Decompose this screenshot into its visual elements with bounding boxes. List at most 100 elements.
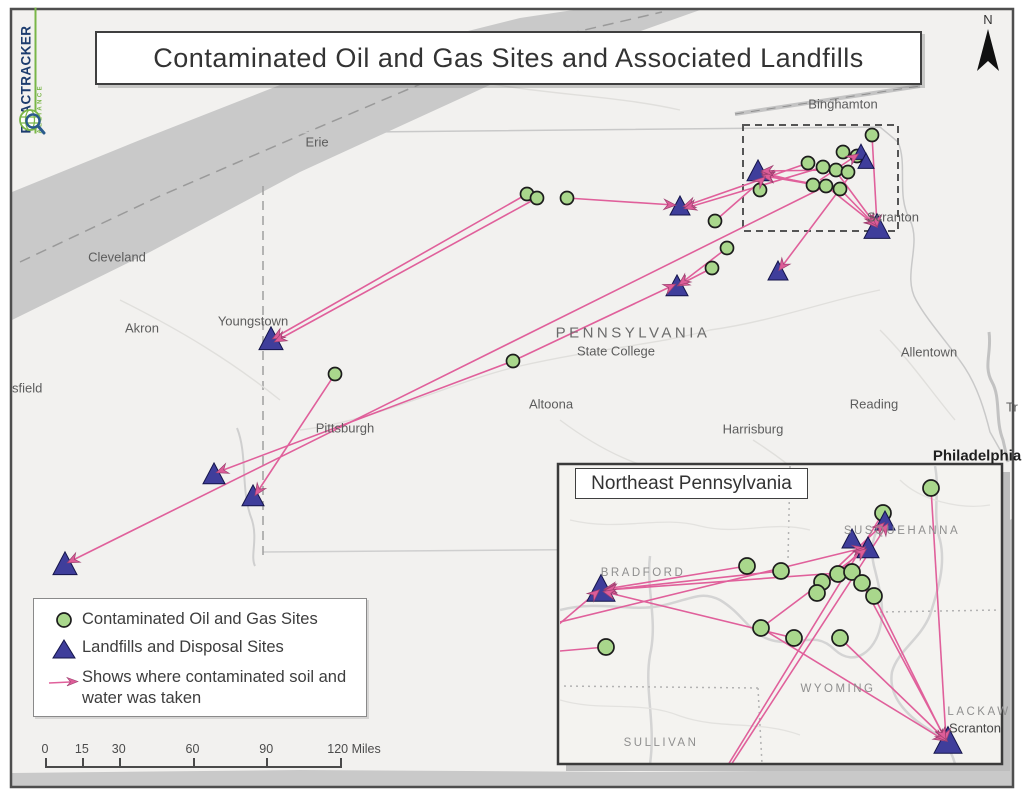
oil-gas-site-marker xyxy=(772,562,790,580)
inset-extent-rectangle xyxy=(742,124,899,232)
pa-east-border xyxy=(897,141,1004,456)
oil-gas-site-marker xyxy=(815,159,831,175)
oil-gas-site-marker xyxy=(831,629,849,647)
oil-gas-site-marker xyxy=(864,127,880,143)
landfill-marker xyxy=(241,483,265,507)
flow-line xyxy=(871,134,878,226)
flow-line xyxy=(255,373,336,495)
pa-north-border xyxy=(262,126,899,143)
landfill-legend-icon xyxy=(46,637,82,660)
landfill-marker xyxy=(841,527,863,549)
flow-line xyxy=(273,193,528,339)
flow-line xyxy=(760,627,945,741)
flow-arrowhead xyxy=(585,589,601,603)
oil-gas-site-marker xyxy=(529,190,545,206)
flow-arrowhead xyxy=(870,522,886,537)
flow-arrowhead xyxy=(934,725,947,741)
flow-line xyxy=(861,582,946,739)
flow-line xyxy=(217,360,514,473)
map-title: Contaminated Oil and Gas Sites and Assoc… xyxy=(153,42,864,73)
legend-label-flow: Shows where contaminated soil and water … xyxy=(82,668,347,707)
flow-line xyxy=(566,197,675,206)
flow-line xyxy=(679,247,728,285)
flow-line xyxy=(728,512,884,763)
flow-line xyxy=(605,570,782,591)
map-title-box: Contaminated Oil and Gas Sites and Assoc… xyxy=(95,31,922,85)
flow-line xyxy=(605,565,748,590)
flow-arrowhead xyxy=(661,283,677,296)
flow-arrowhead xyxy=(273,330,289,343)
inset-roads xyxy=(560,479,991,736)
flow-line xyxy=(68,185,827,563)
oil-gas-site-marker xyxy=(707,213,723,229)
flow-line xyxy=(606,571,853,591)
oil-gas-site-marker xyxy=(853,574,871,592)
oil-gas-site-marker xyxy=(835,144,851,160)
oil-gas-site-marker xyxy=(805,177,821,193)
north-label: N xyxy=(983,12,993,27)
oil-gas-site-marker xyxy=(505,353,521,369)
landfill-marker xyxy=(52,550,78,576)
oil-gas-site-marker xyxy=(800,155,816,171)
inset-border xyxy=(556,462,1004,766)
legend-row-sites: Contaminated Oil and Gas Sites xyxy=(46,609,354,630)
ohio-river xyxy=(236,427,256,567)
ny-highway xyxy=(734,84,921,116)
oil-gas-site-marker xyxy=(559,190,575,206)
map-frame-border xyxy=(9,7,1015,789)
flow-arrow-legend-icon xyxy=(46,667,82,689)
flow-line xyxy=(512,284,675,362)
flow-arrowhead xyxy=(751,176,767,190)
inset-title-box: Northeast Pennsylvania xyxy=(575,468,808,499)
legend-label-landfills: Landfills and Disposal Sites xyxy=(82,638,284,656)
flow-arrowhead xyxy=(677,272,693,286)
legend-row-flow: Shows where contaminated soil and water … xyxy=(46,667,354,708)
flow-line xyxy=(834,169,876,225)
legend: Contaminated Oil and Gas Sites Landfills… xyxy=(33,598,367,717)
legend-row-landfills: Landfills and Disposal Sites xyxy=(46,637,354,660)
flow-line xyxy=(275,197,538,342)
oil-gas-site-marker xyxy=(719,240,735,256)
flow-arrowhead xyxy=(760,164,775,177)
flow-arrowhead xyxy=(683,199,699,211)
north-arrow-icon xyxy=(977,29,999,71)
flow-arrowhead xyxy=(215,462,231,474)
flow-arrowhead xyxy=(602,588,618,601)
fractracker-globe-icon xyxy=(19,109,46,135)
inset-county-borders xyxy=(560,466,1000,763)
landfill-marker xyxy=(857,152,875,169)
south-gray-strip xyxy=(12,769,1013,787)
oil-gas-site-marker xyxy=(828,162,844,178)
flow-line xyxy=(930,487,947,740)
north-arrow: N xyxy=(968,12,1008,84)
oil-gas-site-marker xyxy=(785,629,803,647)
flow-arrowhead xyxy=(778,256,792,272)
oil-gas-site-legend-icon xyxy=(46,609,82,630)
legend-label-sites: Contaminated Oil and Gas Sites xyxy=(82,610,318,628)
oil-gas-site-marker xyxy=(752,619,770,637)
flow-arrowhead xyxy=(844,153,860,167)
landfill-marker xyxy=(202,461,226,485)
oil-gas-site-marker xyxy=(818,178,834,194)
flow-arrowhead xyxy=(662,198,677,211)
oil-gas-site-marker xyxy=(808,584,826,602)
oil-gas-site-marker xyxy=(840,164,856,180)
flow-arrowhead xyxy=(852,548,868,562)
oil-gas-site-marker xyxy=(843,563,861,581)
flow-arrowhead xyxy=(66,551,82,564)
oil-gas-site-marker xyxy=(832,181,848,197)
oil-gas-site-marker xyxy=(704,260,720,276)
oil-gas-site-marker xyxy=(865,587,883,605)
oil-gas-site-marker xyxy=(738,557,756,575)
flow-arrowhead xyxy=(870,213,883,228)
fractracker-logo: FRACTRACKER ALLIANCE xyxy=(14,7,48,140)
oil-gas-site-marker xyxy=(597,638,615,656)
flow-arrowhead xyxy=(254,481,268,497)
delaware-river xyxy=(986,331,1010,463)
flow-line xyxy=(731,524,888,763)
oil-gas-site-marker xyxy=(327,366,343,382)
oil-gas-site-marker xyxy=(922,479,940,497)
inset-map xyxy=(556,462,1010,771)
landfill-marker xyxy=(767,259,789,281)
